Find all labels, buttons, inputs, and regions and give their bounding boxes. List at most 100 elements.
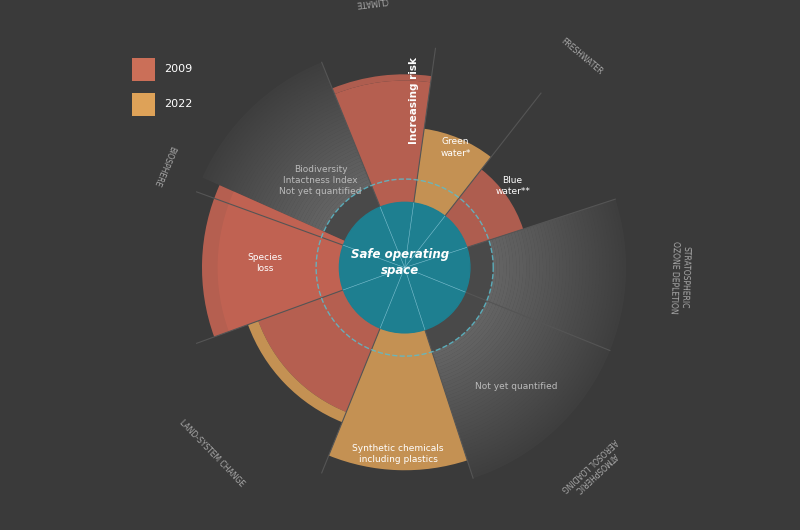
Wedge shape	[463, 338, 582, 450]
Wedge shape	[260, 121, 346, 205]
Wedge shape	[251, 112, 343, 200]
Wedge shape	[314, 176, 369, 229]
Wedge shape	[442, 313, 521, 386]
Wedge shape	[451, 324, 548, 415]
Wedge shape	[576, 209, 593, 338]
Wedge shape	[449, 321, 539, 405]
Wedge shape	[297, 158, 362, 221]
Wedge shape	[263, 124, 348, 206]
Wedge shape	[226, 87, 333, 190]
Text: Species
loss: Species loss	[247, 253, 282, 273]
Wedge shape	[272, 133, 351, 210]
Wedge shape	[206, 65, 324, 180]
Wedge shape	[299, 161, 362, 222]
Wedge shape	[447, 320, 536, 402]
Wedge shape	[511, 231, 523, 312]
Wedge shape	[506, 233, 517, 310]
Wedge shape	[460, 334, 573, 440]
Wedge shape	[582, 207, 599, 341]
Text: Blue
water**: Blue water**	[495, 176, 530, 196]
Wedge shape	[443, 314, 524, 390]
Wedge shape	[438, 308, 508, 374]
Text: STRATOSPHERIC
OZONE DEPLETION: STRATOSPHERIC OZONE DEPLETION	[669, 241, 690, 314]
Wedge shape	[591, 204, 610, 344]
Wedge shape	[524, 227, 536, 317]
Text: LAND-SYSTEM CHANGE: LAND-SYSTEM CHANGE	[178, 419, 246, 489]
Wedge shape	[471, 348, 607, 475]
Wedge shape	[324, 186, 380, 241]
Wedge shape	[453, 325, 551, 418]
Text: Increasing risk: Increasing risk	[409, 57, 419, 145]
Wedge shape	[433, 302, 493, 358]
Wedge shape	[579, 208, 596, 339]
Wedge shape	[329, 328, 467, 470]
Wedge shape	[278, 139, 354, 213]
Wedge shape	[564, 214, 579, 333]
Wedge shape	[414, 129, 491, 216]
Wedge shape	[282, 143, 355, 214]
Wedge shape	[248, 321, 346, 422]
Wedge shape	[312, 173, 368, 227]
Wedge shape	[465, 240, 494, 301]
Wedge shape	[218, 78, 329, 186]
Wedge shape	[221, 81, 330, 187]
Wedge shape	[454, 327, 554, 421]
Text: CLIMATE: CLIMATE	[355, 0, 389, 8]
Text: Biodiversity
Intactness Index
Not yet quantified: Biodiversity Intactness Index Not yet qu…	[279, 165, 362, 196]
Wedge shape	[450, 323, 546, 412]
Text: BIOSPHERE: BIOSPHERE	[152, 144, 177, 187]
Wedge shape	[458, 333, 570, 437]
Wedge shape	[469, 346, 601, 469]
Wedge shape	[496, 236, 506, 306]
Wedge shape	[558, 216, 573, 331]
Wedge shape	[230, 90, 334, 191]
Wedge shape	[211, 72, 326, 183]
Wedge shape	[607, 199, 626, 350]
Wedge shape	[440, 311, 514, 380]
Wedge shape	[257, 118, 346, 203]
Wedge shape	[332, 74, 431, 94]
Wedge shape	[236, 96, 337, 194]
Wedge shape	[554, 217, 570, 329]
Wedge shape	[456, 329, 561, 428]
Wedge shape	[266, 127, 349, 207]
Wedge shape	[570, 211, 586, 335]
Text: ATMOSPHERIC
AEROSOL LOADING: ATMOSPHERIC AEROSOL LOADING	[559, 437, 626, 501]
Wedge shape	[467, 343, 594, 462]
Wedge shape	[546, 220, 560, 325]
Wedge shape	[302, 164, 364, 224]
Wedge shape	[598, 202, 616, 347]
Wedge shape	[318, 179, 370, 230]
Wedge shape	[567, 213, 583, 334]
Wedge shape	[233, 93, 335, 192]
Wedge shape	[258, 290, 380, 412]
Wedge shape	[530, 225, 543, 320]
Wedge shape	[254, 114, 344, 202]
Wedge shape	[248, 109, 342, 199]
Wedge shape	[542, 220, 556, 324]
Wedge shape	[450, 322, 542, 409]
Wedge shape	[436, 306, 502, 368]
Bar	[132, 93, 155, 116]
Wedge shape	[334, 81, 430, 207]
Wedge shape	[536, 223, 550, 322]
Wedge shape	[461, 335, 576, 444]
Wedge shape	[454, 328, 558, 425]
Wedge shape	[294, 155, 360, 219]
Wedge shape	[604, 200, 622, 349]
Wedge shape	[490, 238, 500, 303]
Wedge shape	[287, 148, 358, 217]
Wedge shape	[202, 63, 323, 179]
Text: 2022: 2022	[165, 100, 193, 110]
Wedge shape	[269, 130, 350, 209]
Wedge shape	[425, 292, 486, 352]
Wedge shape	[218, 191, 345, 332]
Wedge shape	[601, 201, 619, 348]
Wedge shape	[472, 349, 610, 478]
Text: Green
water*: Green water*	[441, 137, 471, 157]
Wedge shape	[588, 205, 606, 343]
Wedge shape	[548, 219, 563, 327]
Text: 2009: 2009	[165, 65, 193, 75]
Wedge shape	[284, 145, 357, 215]
Text: FRESHWATER: FRESHWATER	[559, 37, 604, 77]
